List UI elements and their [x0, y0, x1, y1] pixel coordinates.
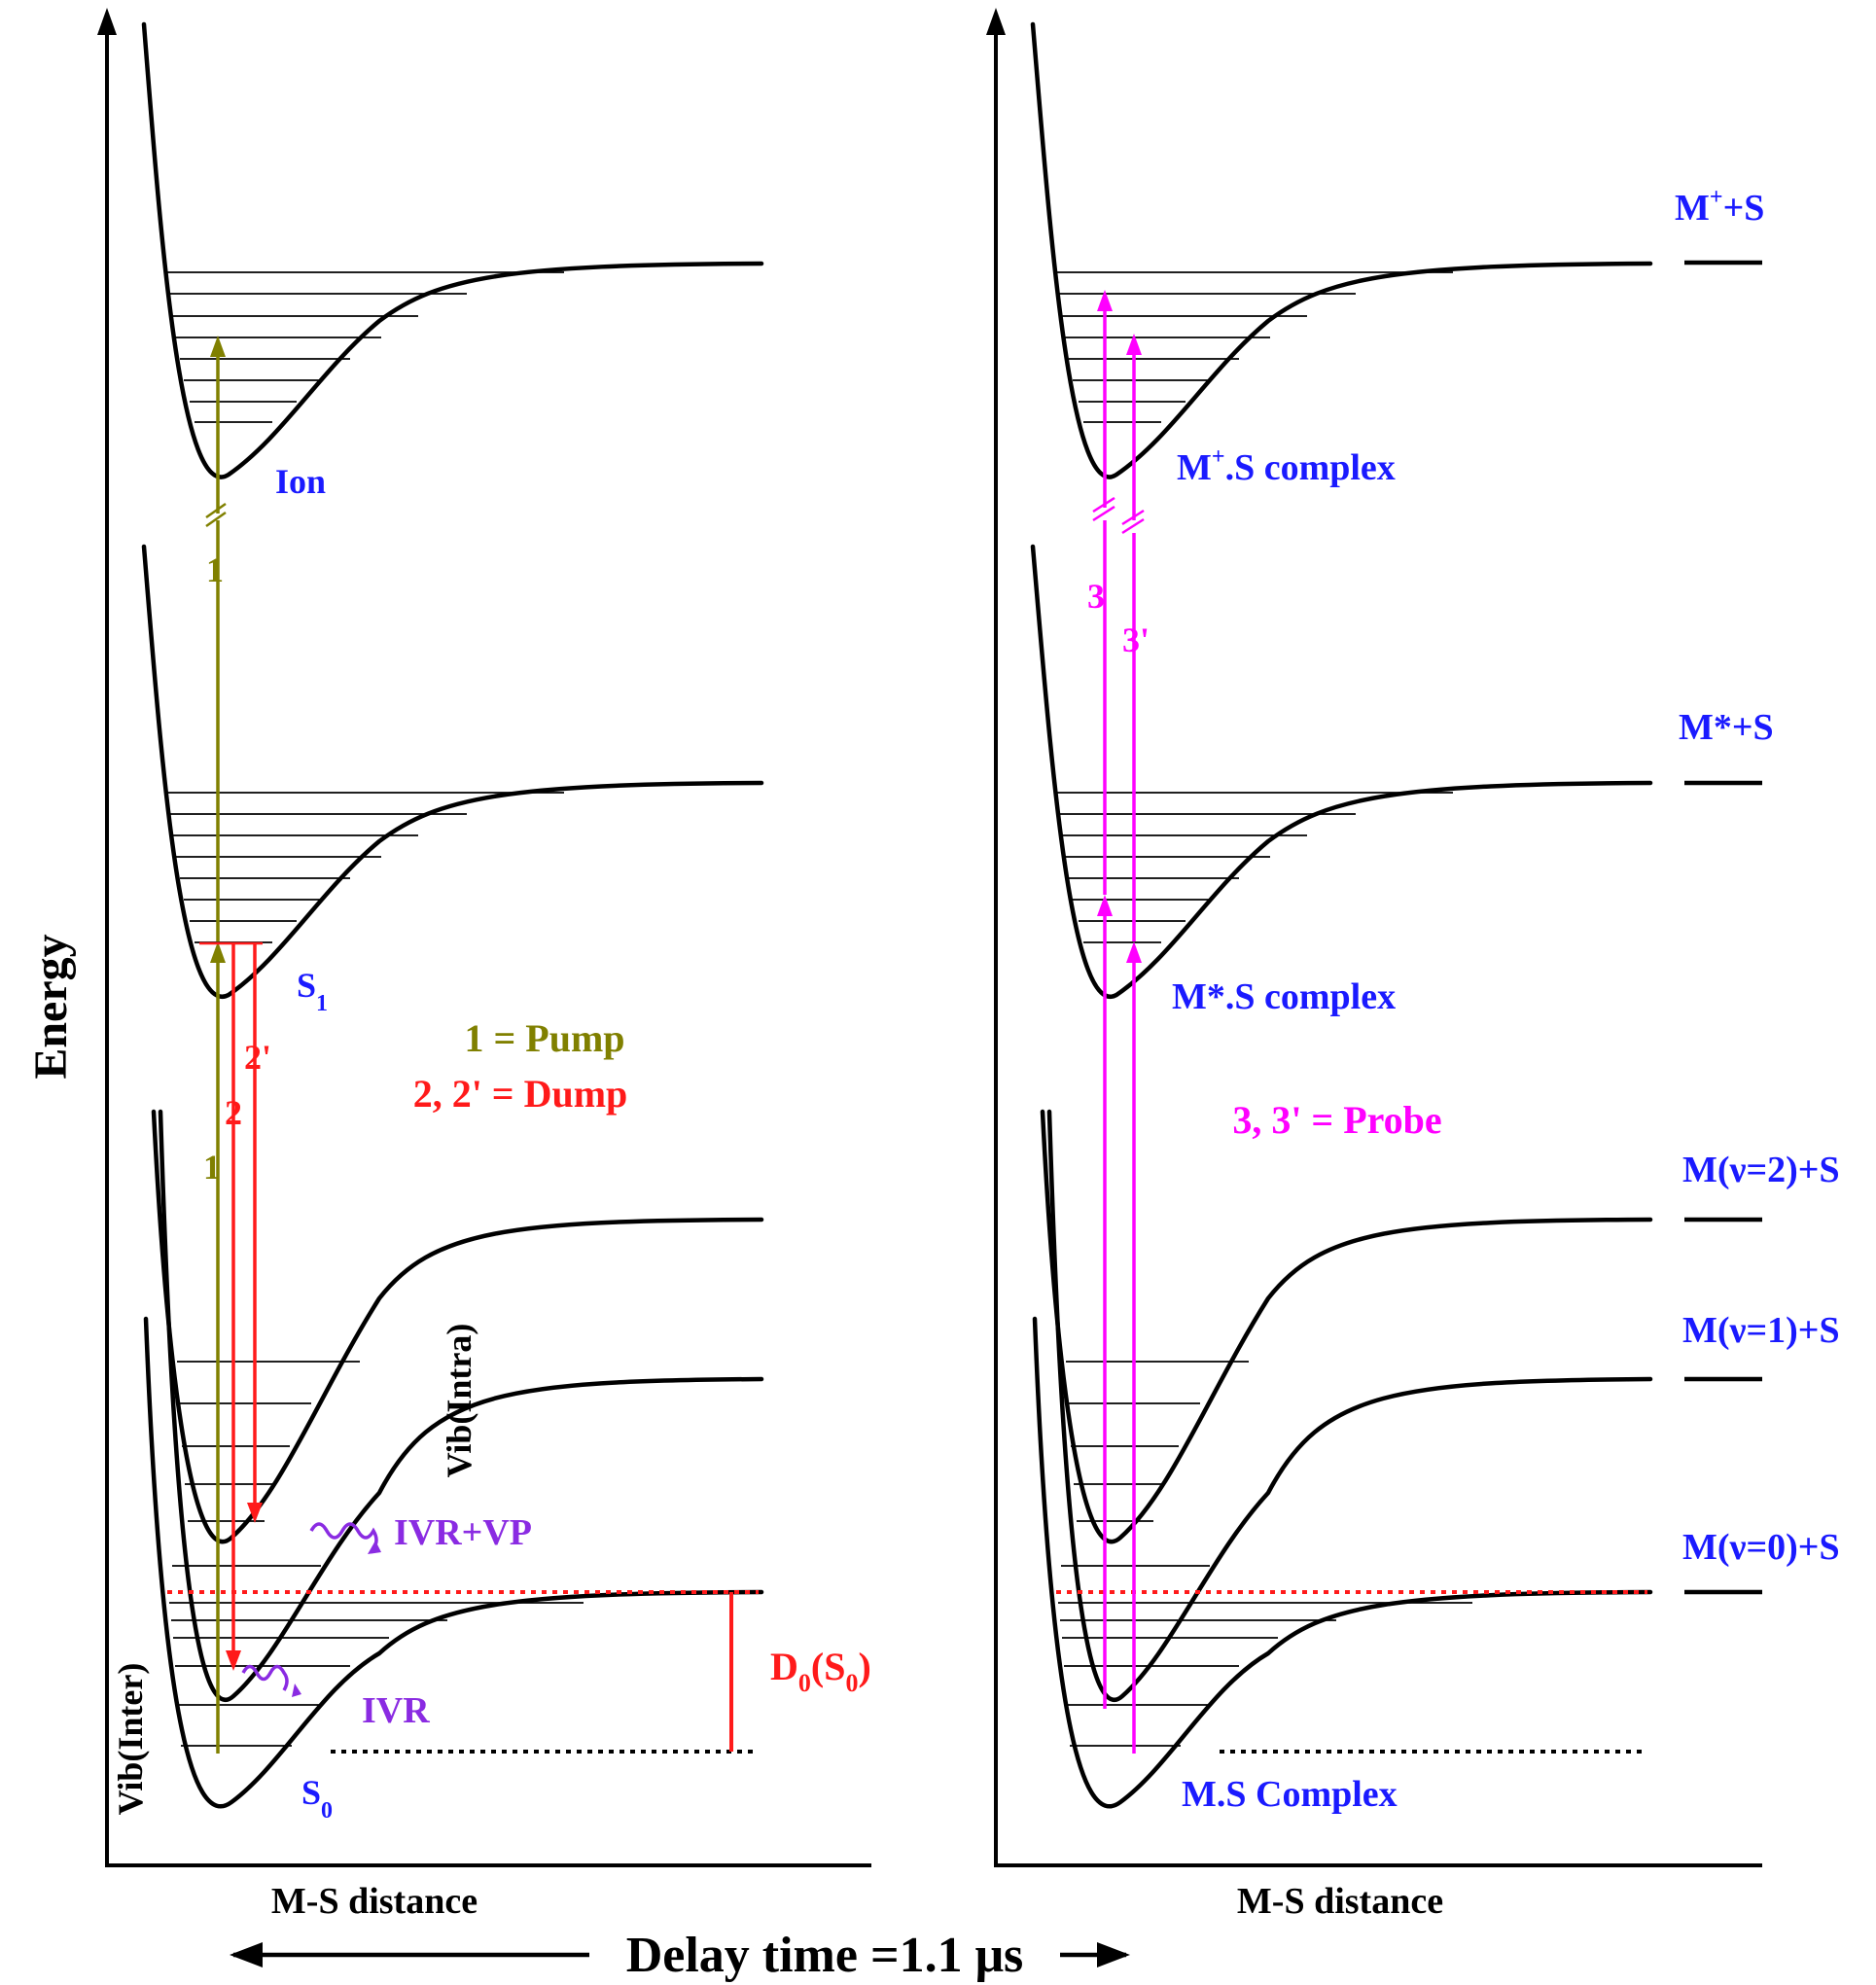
asymptote-v2-label: M(ν=2)+S: [1682, 1150, 1840, 1190]
ivr-vp-wiggle-arrow: [309, 1522, 381, 1554]
pump-arrow: [205, 336, 227, 1754]
d0-subscript: 0: [798, 1669, 811, 1697]
asymptote-ion-sup: +: [1710, 185, 1723, 210]
asymptote-ticks: [1684, 260, 1762, 1595]
excited-complex-label: M*.S complex: [1172, 976, 1396, 1017]
asymptote-ion-pre: M: [1675, 188, 1710, 229]
ion-label: Ion: [275, 462, 326, 501]
probe-label-3: 3: [1087, 577, 1105, 616]
s0-subscript: 0: [321, 1798, 333, 1824]
dump-label-2: 2: [225, 1093, 242, 1132]
s1-label: S1: [297, 966, 328, 1016]
probe-label-3-prime: 3': [1122, 620, 1150, 659]
ivr-vp-label: IVR+VP: [394, 1512, 532, 1553]
vib-inter-label: Vib(Inter): [111, 1663, 150, 1816]
s1-subscript: 1: [316, 991, 328, 1016]
asymptote-v1-label: M(ν=1)+S: [1682, 1310, 1840, 1351]
d0-open: (S: [811, 1645, 846, 1688]
pump-label-top: 1: [206, 550, 224, 589]
asymptote-ion-label: M++S: [1675, 185, 1764, 229]
left-ion-potential: [141, 21, 764, 479]
legend-probe: 3, 3' = Probe: [1232, 1098, 1441, 1142]
asymptote-ion-post: +S: [1723, 188, 1765, 229]
right-excited-levels: [1056, 792, 1453, 943]
legend-dump: 2, 2' = Dump: [413, 1072, 628, 1116]
right-ground-v0-potential: [1032, 1316, 1653, 1809]
delay-time-label: Delay time =1.1 μs: [626, 1928, 1024, 1983]
left-s0-v1-potential: [158, 1109, 764, 1703]
probe-arrow-3: [1092, 290, 1115, 1709]
ivr-wiggle-arrow: [241, 1664, 301, 1697]
ivr-label: IVR: [362, 1690, 430, 1731]
right-x-axis-label: M-S distance: [1237, 1881, 1443, 1922]
left-s1-potential: [141, 544, 764, 1000]
ion-complex-post: .S complex: [1225, 447, 1396, 488]
left-x-axis-label: M-S distance: [271, 1881, 478, 1922]
left-axes: [97, 8, 871, 1867]
dump-arrow-2-prime: [247, 943, 263, 1523]
vib-intra-label: Vib(Intra): [440, 1324, 478, 1478]
dump-arrow-2: [226, 943, 241, 1671]
d0-subscript-2: 0: [845, 1669, 858, 1697]
ground-complex-label: M.S Complex: [1182, 1774, 1398, 1815]
delay-time-arrow: [230, 1942, 1130, 1967]
left-s1-levels: [167, 792, 564, 943]
right-excited-potential: [1030, 544, 1653, 1000]
energy-axis-label: Energy: [25, 934, 77, 1079]
left-s0-v0-potential: [143, 1316, 764, 1809]
s1-main: S: [297, 966, 316, 1005]
s0-main: S: [301, 1773, 321, 1812]
right-ground-v1-potential: [1046, 1109, 1653, 1703]
left-s0-levels: [169, 1361, 584, 1747]
asymptote-excited-label: M*+S: [1679, 707, 1774, 748]
left-s0-v2-potential: [151, 1109, 764, 1544]
left-ion-levels: [167, 271, 564, 423]
probe-arrow-3-prime: [1121, 334, 1145, 1754]
right-ground-levels: [1058, 1361, 1472, 1747]
ion-complex-sup: +: [1212, 444, 1225, 470]
ion-complex-label: M+.S complex: [1177, 444, 1396, 488]
pump-label-bottom: 1: [203, 1148, 221, 1187]
right-axes: [986, 8, 1762, 1867]
right-ion-levels: [1056, 271, 1453, 423]
dump-label-2-prime: 2': [244, 1038, 271, 1077]
right-ion-potential: [1030, 21, 1653, 479]
ion-complex-pre: M: [1177, 447, 1212, 488]
legend-pump: 1 = Pump: [464, 1016, 624, 1060]
d0-label: D0(S0): [770, 1645, 871, 1697]
asymptote-v0-label: M(ν=0)+S: [1682, 1527, 1840, 1568]
d0-close: ): [858, 1645, 870, 1688]
d0-main: D: [770, 1645, 798, 1688]
right-ground-v2-potential: [1040, 1109, 1653, 1544]
s0-label: S0: [301, 1773, 333, 1824]
